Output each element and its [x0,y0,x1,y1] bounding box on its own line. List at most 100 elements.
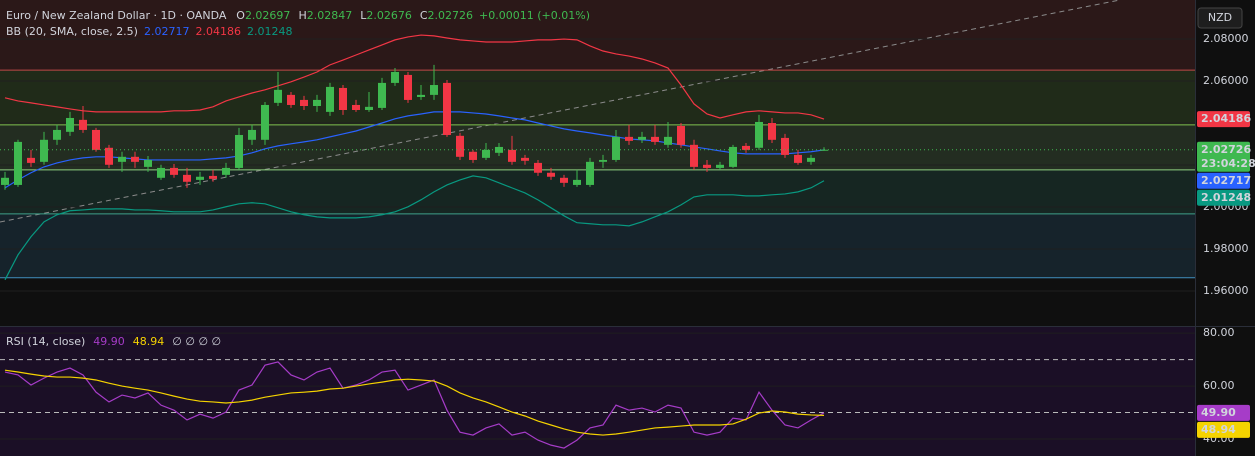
price-badge [1197,421,1250,438]
currency[interactable]: NZD [1208,11,1232,24]
y-tick-label: 60.00 [1203,379,1235,392]
candle-body [196,176,204,180]
candle-body [417,94,425,97]
rsi-extra: ∅ ∅ ∅ ∅ [172,335,221,348]
rsi-value: 48.94 [133,335,165,348]
candle-body [53,129,61,140]
candle-body [521,157,529,161]
rsi-legend: RSI (14, close) 49.90 48.94 ∅ ∅ ∅ ∅ [6,335,221,348]
rsi-value: 49.90 [93,335,125,348]
candle-body [40,139,48,162]
candle-body [339,87,347,110]
rsi-title: RSI (14, close) [6,335,85,348]
candle-body [651,136,659,142]
currency-button[interactable] [1197,7,1243,29]
y-tick-label: 1.96000 [1203,284,1249,297]
candle-body [443,82,451,135]
price-badge-label: 48.94 [1201,423,1236,436]
price-badge-label: 49.90 [1201,406,1236,419]
price-badge [1197,111,1250,128]
candle-body [729,146,737,167]
y-tick-label: 80.00 [1203,326,1235,339]
candle-body [300,99,308,107]
candle-body [508,149,516,162]
price-badge-label: 2.04186 [1201,112,1251,125]
line [4,34,825,120]
candle-body [391,72,399,83]
candle-body [781,137,789,155]
candle-body [235,134,243,168]
candle-body [664,136,672,145]
candle-body [404,74,412,100]
indicator-value: 2.04186 [195,25,241,38]
candle-body [469,151,477,160]
candle-body [209,175,217,179]
candle-body [807,157,815,162]
candle-body [586,161,594,185]
price-badge-label: 2.02717 [1201,174,1251,187]
y-tick-label: 2.06000 [1203,74,1249,87]
ohlc-value: 2.02676 [366,9,412,22]
ohlc-letter: O [236,9,245,22]
candle-body [313,99,321,107]
ohlc-value: 2.02726 [428,9,474,22]
candle-body [352,104,360,110]
price-badge-label: 2.01248 [1201,191,1251,204]
ohlc-letter: C [420,9,428,22]
candle-body [144,159,152,167]
line [4,111,825,189]
candle-body [612,136,620,160]
ohlc-value: 2.02697 [245,9,291,22]
candle-body [326,86,334,112]
candle-body [495,146,503,153]
candle-body [638,136,646,140]
candle-body [482,149,490,158]
y-tick-label: 2.08000 [1203,32,1249,45]
zone [0,70,1195,125]
candle-body [677,125,685,145]
candle-body [716,164,724,168]
candle-body [1,177,9,185]
price-badge [1197,189,1250,206]
candle-body [430,85,438,95]
ohlc-value: 2.02847 [307,9,353,22]
candle-body [742,145,750,150]
candle-body [560,177,568,183]
zone [0,124,1195,170]
indicator-legend: BB (20, SMA, close, 2.5) 2.02717 2.04186 2.… [6,25,292,38]
candle-body [14,141,22,185]
candle-body [105,147,113,165]
candle-body [365,106,373,110]
indicator-name: BB (20, SMA, close, 2.5) [6,25,138,38]
candle-body [79,119,87,130]
zone [0,0,1195,71]
line [4,175,825,281]
candle-body [222,167,230,175]
candle-body [573,179,581,185]
y-tick-label: 1.98000 [1203,242,1249,255]
indicator-value: 2.02717 [144,25,190,38]
candle-body [625,136,633,141]
candle-body [183,174,191,182]
candle-body [92,129,100,150]
indicator-value: 2.01248 [247,25,293,38]
candle-body [703,164,711,168]
candle-body [274,89,282,103]
candle-body [794,154,802,163]
candle-body [170,167,178,175]
candle-body [118,156,126,162]
ohlc-letter: H [298,9,306,22]
ohlc-letter: L [360,9,367,22]
price-badge [1197,172,1250,189]
candle-body [690,144,698,167]
zone [0,213,1195,278]
candle-body [534,162,542,173]
zones [0,0,1195,278]
symbol-title: Euro / New Zealand Dollar · 1D · OANDA [6,9,227,22]
line [4,369,825,436]
price-badge [1197,141,1250,172]
candle-body [131,156,139,162]
change: +0.00011 (+0.01%) [479,9,590,22]
candle-body [66,117,74,132]
